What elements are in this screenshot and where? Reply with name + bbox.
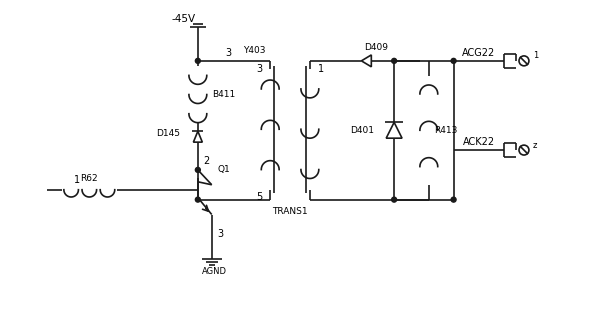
- Text: 2: 2: [203, 156, 209, 166]
- Text: AGND: AGND: [202, 267, 227, 275]
- Text: 3: 3: [256, 64, 262, 74]
- Circle shape: [196, 197, 200, 202]
- Text: 1: 1: [74, 175, 80, 185]
- Polygon shape: [386, 122, 402, 138]
- Text: TRANS1: TRANS1: [272, 207, 308, 216]
- Circle shape: [451, 58, 456, 63]
- Polygon shape: [362, 55, 371, 67]
- Text: R62: R62: [80, 174, 98, 183]
- Text: B411: B411: [211, 90, 235, 99]
- Circle shape: [196, 167, 200, 172]
- Text: ACG22: ACG22: [462, 48, 495, 58]
- Circle shape: [392, 197, 396, 202]
- Text: 5: 5: [256, 192, 262, 202]
- Circle shape: [196, 58, 200, 63]
- Text: 3: 3: [218, 229, 224, 239]
- Text: Y403: Y403: [243, 47, 265, 55]
- Text: 1: 1: [318, 64, 324, 74]
- Text: 1: 1: [533, 51, 538, 61]
- Text: -45V: -45V: [172, 14, 196, 24]
- Circle shape: [451, 197, 456, 202]
- Text: ACK22: ACK22: [463, 137, 495, 147]
- Text: 3: 3: [226, 48, 231, 58]
- Polygon shape: [193, 131, 202, 142]
- Text: D409: D409: [364, 43, 388, 53]
- Text: R413: R413: [434, 126, 457, 135]
- Text: D145: D145: [156, 129, 180, 138]
- Text: D401: D401: [350, 126, 374, 135]
- Circle shape: [392, 58, 396, 63]
- Text: z: z: [533, 141, 537, 150]
- Text: Q1: Q1: [218, 165, 230, 174]
